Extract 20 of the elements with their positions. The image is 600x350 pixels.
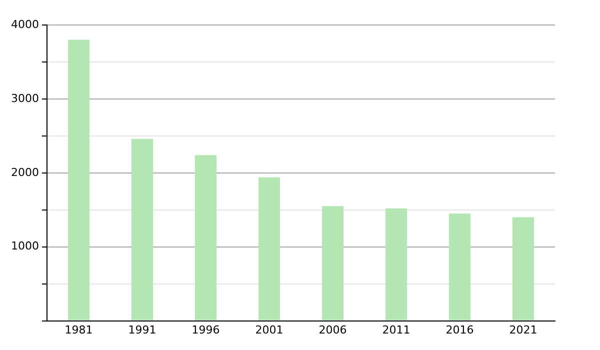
x-tick-label: 1991: [128, 323, 156, 336]
y-tick-label: 3000: [10, 92, 39, 105]
x-tick-label: 1981: [64, 323, 93, 336]
bar: [194, 155, 217, 320]
bar: [258, 177, 280, 320]
bar: [512, 217, 534, 320]
bar: [68, 40, 90, 320]
y-tick-label: 4000: [10, 18, 39, 31]
x-tick-label: 2001: [255, 323, 284, 336]
x-tick-label: 2021: [509, 323, 538, 336]
y-tick-label: 1000: [10, 240, 39, 253]
bar: [131, 138, 154, 320]
x-tick-label: 1996: [192, 323, 220, 336]
bar: [448, 214, 471, 320]
x-tick-label: 2011: [382, 323, 410, 336]
bar: [385, 208, 408, 320]
y-tick-label: 2000: [10, 166, 39, 179]
bar: [322, 206, 344, 320]
x-tick-label: 2006: [318, 323, 347, 336]
x-tick-label: 2016: [446, 323, 474, 336]
